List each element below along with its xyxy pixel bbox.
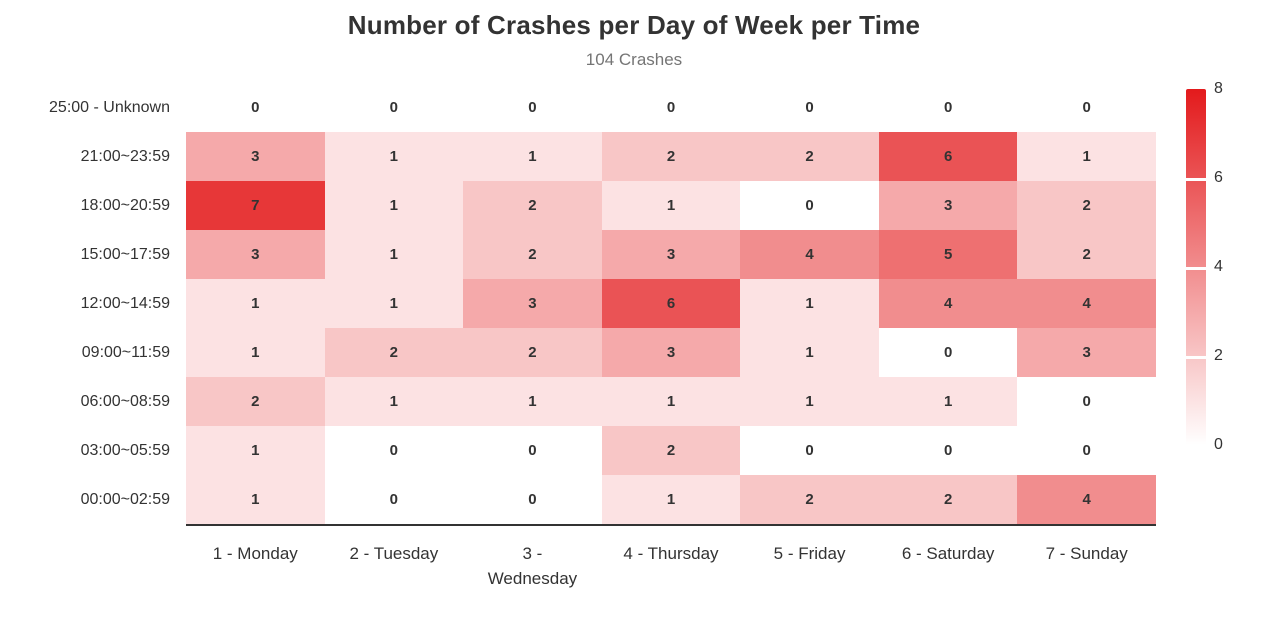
heatmap-cell[interactable]: 6 [878, 132, 1018, 181]
heatmap-cell[interactable]: 1 [324, 230, 464, 279]
y-axis-label: 18:00~20:59 [80, 197, 170, 214]
x-axis-label: 5 - Friday [773, 544, 846, 563]
x-axis-label: 6 - Saturday [901, 544, 995, 563]
legend-tick-mark [1186, 356, 1206, 359]
y-axis-labels: 25:00 - Unknown 21:00~23:59 18:00~20:59 15:… [0, 83, 186, 524]
legend-tick-label: 4 [1214, 258, 1223, 275]
heatmap-cell[interactable]: 3 [186, 132, 325, 181]
heatmap-cell[interactable]: 2 [740, 475, 879, 524]
heatmap-cell[interactable]: 0 [463, 426, 602, 475]
heatmap-cell[interactable]: 2 [1017, 230, 1156, 279]
heatmap-cell[interactable]: 0 [601, 83, 741, 132]
y-axis-label: 21:00~23:59 [80, 148, 170, 165]
y-axis-label: 15:00~17:59 [80, 246, 170, 263]
y-axis-label: 25:00 - Unknown [49, 99, 170, 116]
x-axis-label: 4 - Thursday [623, 544, 719, 563]
heatmap-cell[interactable]: 1 [601, 475, 741, 524]
y-axis-label: 00:00~02:59 [80, 491, 170, 508]
legend-tick-label: 2 [1214, 347, 1223, 364]
heatmap-cell[interactable]: 0 [324, 83, 464, 132]
heatmap-cell[interactable]: 1 [186, 328, 325, 377]
heatmap-cell[interactable]: 2 [740, 132, 879, 181]
legend-tick-label: 8 [1214, 80, 1223, 97]
heatmap-cell[interactable]: 1 [740, 377, 879, 426]
heatmap-cell[interactable]: 3 [463, 279, 602, 328]
heatmap-cell[interactable]: 0 [463, 83, 602, 132]
y-axis-label: 09:00~11:59 [81, 344, 170, 361]
heatmap-cell[interactable]: 6 [601, 279, 741, 328]
heatmap-cell[interactable]: 2 [186, 377, 325, 426]
heatmap-cell[interactable]: 3 [1017, 328, 1156, 377]
heatmap-cell[interactable]: 4 [878, 279, 1018, 328]
x-axis-label: 2 - Tuesday [349, 544, 439, 563]
heatmap-cell[interactable]: 1 [186, 279, 325, 328]
heatmap-cell[interactable]: 5 [878, 230, 1018, 279]
heatmap-cell[interactable]: 1 [463, 132, 602, 181]
chart-title: Number of Crashes per Day of Week per Ti… [347, 10, 921, 40]
heatmap-cell[interactable]: 2 [463, 328, 602, 377]
legend-tick-label: 6 [1214, 169, 1223, 186]
heatmap-cell[interactable]: 1 [878, 377, 1018, 426]
heatmap-cell[interactable]: 0 [740, 181, 879, 230]
heatmap-cell[interactable]: 1 [1017, 132, 1156, 181]
heatmap-cell[interactable]: 0 [324, 426, 464, 475]
legend-gradient-bar[interactable] [1186, 89, 1206, 445]
heatmap-cell[interactable]: 1 [324, 377, 464, 426]
heatmap-cell[interactable]: 2 [601, 426, 741, 475]
heatmap-cell[interactable]: 1 [186, 426, 325, 475]
color-legend: 8 6 4 2 0 [1186, 80, 1262, 453]
legend-tick-mark [1186, 178, 1206, 181]
heatmap-cell[interactable]: 0 [1017, 83, 1156, 132]
heatmap-cell[interactable]: 3 [601, 230, 741, 279]
heatmap-cell[interactable]: 4 [1017, 279, 1156, 328]
x-axis-labels: 1 - Monday 2 - Tuesday 3 - Wednesday 4 - Th… [186, 542, 1156, 591]
heatmap-cell[interactable]: 2 [601, 132, 741, 181]
y-axis-label: 06:00~08:59 [80, 393, 170, 410]
heatmap-cell[interactable]: 1 [601, 377, 741, 426]
heatmap-cell[interactable]: 4 [1017, 475, 1156, 524]
heatmap-cell[interactable]: 1 [601, 181, 741, 230]
heatmap-cell[interactable]: 3 [601, 328, 741, 377]
heatmap-cell[interactable]: 1 [324, 132, 464, 181]
heatmap-cell[interactable]: 3 [878, 181, 1018, 230]
x-axis-label: 7 - Sunday [1045, 544, 1128, 563]
heatmap-cell[interactable]: 0 [878, 328, 1018, 377]
heatmap-cell[interactable]: 0 [740, 83, 879, 132]
heatmap-cell[interactable]: 3 [186, 230, 325, 279]
heatmap-cell[interactable]: 2 [324, 328, 464, 377]
heatmap-cell[interactable]: 0 [1017, 426, 1156, 475]
heatmap-cell[interactable]: 0 [878, 83, 1018, 132]
heatmap-cell[interactable]: 0 [186, 83, 325, 132]
heatmap-cell[interactable]: 2 [463, 230, 602, 279]
heatmap-cell[interactable]: 1 [740, 279, 879, 328]
chart-subtitle: 104 Crashes [585, 50, 683, 69]
chart-body: 25:00 - Unknown 21:00~23:59 18:00~20:59 15:… [0, 80, 1268, 526]
legend-tick-mark [1186, 267, 1206, 270]
heatmap-cell[interactable]: 1 [463, 377, 602, 426]
heatmap-cell[interactable]: 1 [186, 475, 325, 524]
legend-tick-label: 0 [1214, 436, 1223, 453]
heatmap-cell[interactable]: 2 [463, 181, 602, 230]
x-axis-label: 1 - Monday [212, 544, 298, 563]
heatmap-cell[interactable]: 1 [324, 181, 464, 230]
heatmap-cell[interactable]: 4 [740, 230, 879, 279]
heatmap-cell[interactable]: 0 [740, 426, 879, 475]
heatmap-cell[interactable]: 0 [1017, 377, 1156, 426]
heatmap-cell[interactable]: 1 [740, 328, 879, 377]
heatmap-cell[interactable]: 0 [324, 475, 464, 524]
x-axis-label: 3 - Wednesday [487, 544, 578, 588]
heatmap-cell[interactable]: 1 [324, 279, 464, 328]
heatmap-cell[interactable]: 7 [186, 181, 325, 230]
heatmap-cell[interactable]: 0 [878, 426, 1018, 475]
y-axis-label: 12:00~14:59 [80, 295, 170, 312]
heatmap-cell[interactable]: 2 [1017, 181, 1156, 230]
heatmap-cell[interactable]: 0 [463, 475, 602, 524]
heatmap-cell[interactable]: 2 [878, 475, 1018, 524]
y-axis-label: 03:00~05:59 [80, 442, 170, 459]
